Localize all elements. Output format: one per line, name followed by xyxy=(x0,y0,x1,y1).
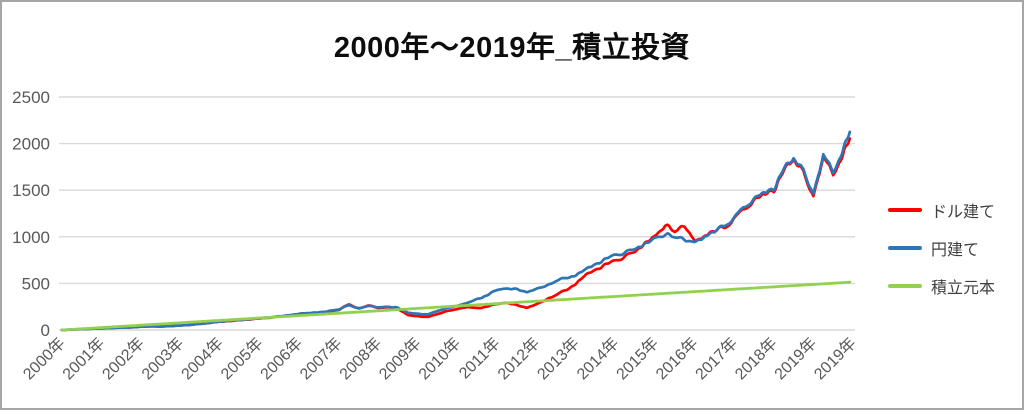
legend-label-principal: 積立元本 xyxy=(931,280,996,297)
legend-label-jpy: 円建て xyxy=(931,242,980,259)
x-tick-label: 2015年 xyxy=(613,334,662,383)
legend: ドル建て 円建て 積立元本 xyxy=(888,198,995,298)
series-line-usd xyxy=(60,137,852,332)
x-tick-label: 2010年 xyxy=(415,334,464,383)
x-tick-label: 2012年 xyxy=(494,334,543,383)
x-tick-label: 2008年 xyxy=(336,334,385,383)
x-tick-label: 2009年 xyxy=(376,334,425,383)
x-tick-label: 2017年 xyxy=(692,334,741,383)
x-tick-label: 2006年 xyxy=(257,334,306,383)
principal-line-swatch-icon xyxy=(888,284,922,288)
x-tick-label: 2019年 xyxy=(811,334,860,383)
y-tick-label: 1000 xyxy=(12,228,50,247)
x-tick-label: 2000年 xyxy=(20,334,69,383)
x-tick-label: 2014年 xyxy=(573,334,622,383)
x-tick-label: 2003年 xyxy=(138,334,187,383)
y-tick-label: 0 xyxy=(41,321,50,340)
x-tick-label: 2013年 xyxy=(534,334,583,383)
x-tick-label: 2018年 xyxy=(732,334,781,383)
chart-title: 2000年〜2019年_積立投資 xyxy=(333,32,691,64)
x-tick-label: 2004年 xyxy=(178,334,227,383)
jpy-line-swatch-icon xyxy=(888,246,922,250)
x-tick-label: 2016年 xyxy=(652,334,701,383)
y-tick-label: 500 xyxy=(22,274,50,293)
series-line-jpy xyxy=(60,130,852,332)
series-line-principal xyxy=(60,280,852,332)
usd-line-swatch-icon xyxy=(888,208,922,212)
x-tick-label: 2007年 xyxy=(296,334,345,383)
legend-item-usd: ドル建て xyxy=(888,198,995,222)
x-tick-label: 2002年 xyxy=(99,334,148,383)
legend-item-jpy: 円建て xyxy=(888,236,995,260)
y-tick-label: 2500 xyxy=(12,88,50,107)
legend-item-principal: 積立元本 xyxy=(888,274,995,298)
x-tick-label: 2019年 xyxy=(771,334,820,383)
x-tick-label: 2005年 xyxy=(217,334,266,383)
y-tick-label: 2000 xyxy=(12,135,50,154)
legend-label-usd: ドル建て xyxy=(931,204,996,221)
y-tick-label: 1500 xyxy=(12,181,50,200)
x-tick-label: 2001年 xyxy=(59,334,108,383)
x-tick-label: 2011年 xyxy=(455,334,503,382)
